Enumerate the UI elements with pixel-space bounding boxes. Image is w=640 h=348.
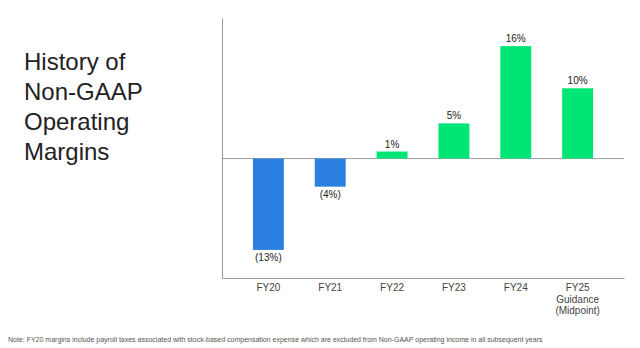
x-tick-label: FY22	[380, 282, 404, 293]
x-tick-label-line: Guidance	[556, 294, 599, 305]
x-tick: FY22	[380, 278, 404, 293]
title-line: Operating	[24, 108, 129, 135]
data-labels: (13%) (4%) 1% 5% 16% 10%	[255, 33, 588, 263]
x-tick-label-line: FY23	[442, 282, 466, 293]
x-tick-label: FY20	[256, 282, 280, 293]
x-tick-label: FY24	[504, 282, 528, 293]
bar	[500, 46, 531, 158]
x-tick: FY25Guidance(Midpoint)	[555, 278, 599, 316]
chart-svg: History ofNon-GAAPOperatingMarginsFY20FY…	[0, 0, 640, 348]
x-tick-label-line: FY21	[318, 282, 342, 293]
data-label: (13%)	[255, 252, 282, 263]
data-label: 10%	[568, 75, 588, 86]
x-tick-label-line: (Midpoint)	[555, 305, 599, 316]
data-label: 5%	[447, 110, 462, 121]
x-axis-line	[223, 278, 625, 279]
x-tick-label-line: FY22	[380, 282, 404, 293]
x-axis: FY20 FY21 FY22 FY23 FY24 FY25Guidance(Midpoin…	[223, 278, 625, 316]
x-tick-label-line: FY20	[256, 282, 280, 293]
data-label: 16%	[506, 33, 526, 44]
x-tick: FY21	[318, 278, 342, 293]
plot-area: FY20 FY21 FY22 FY23 FY24 FY25Guidance(Midpoin…	[222, 19, 625, 317]
y-axis-line	[222, 19, 223, 279]
title-line: Non-GAAP	[24, 78, 143, 105]
data-label: (4%)	[320, 189, 341, 200]
bar	[377, 152, 408, 159]
data-label: 1%	[385, 139, 400, 150]
y-axis	[222, 19, 223, 279]
x-tick-label-line: FY24	[504, 282, 528, 293]
title-line: History of	[24, 48, 126, 75]
x-tick: FY20	[256, 278, 280, 293]
x-tick: FY24	[504, 278, 528, 293]
bar	[315, 159, 346, 187]
x-tick-label: FY25Guidance(Midpoint)	[555, 282, 599, 316]
x-tick: FY23	[442, 278, 466, 293]
title-line: Margins	[24, 138, 109, 165]
bar	[253, 159, 284, 250]
title: History of Non-GAAP Operating Margins	[24, 48, 143, 165]
bar	[438, 123, 469, 158]
bar	[562, 88, 593, 158]
x-tick-label: FY23	[442, 282, 466, 293]
chart-container: History ofNon-GAAPOperatingMarginsFY20FY…	[0, 0, 640, 348]
bars	[222, 46, 624, 250]
x-tick-label: FY21	[318, 282, 342, 293]
x-tick-label-line: FY25	[566, 282, 590, 293]
note: Note: FY20 margins include payroll taxes…	[8, 336, 543, 344]
